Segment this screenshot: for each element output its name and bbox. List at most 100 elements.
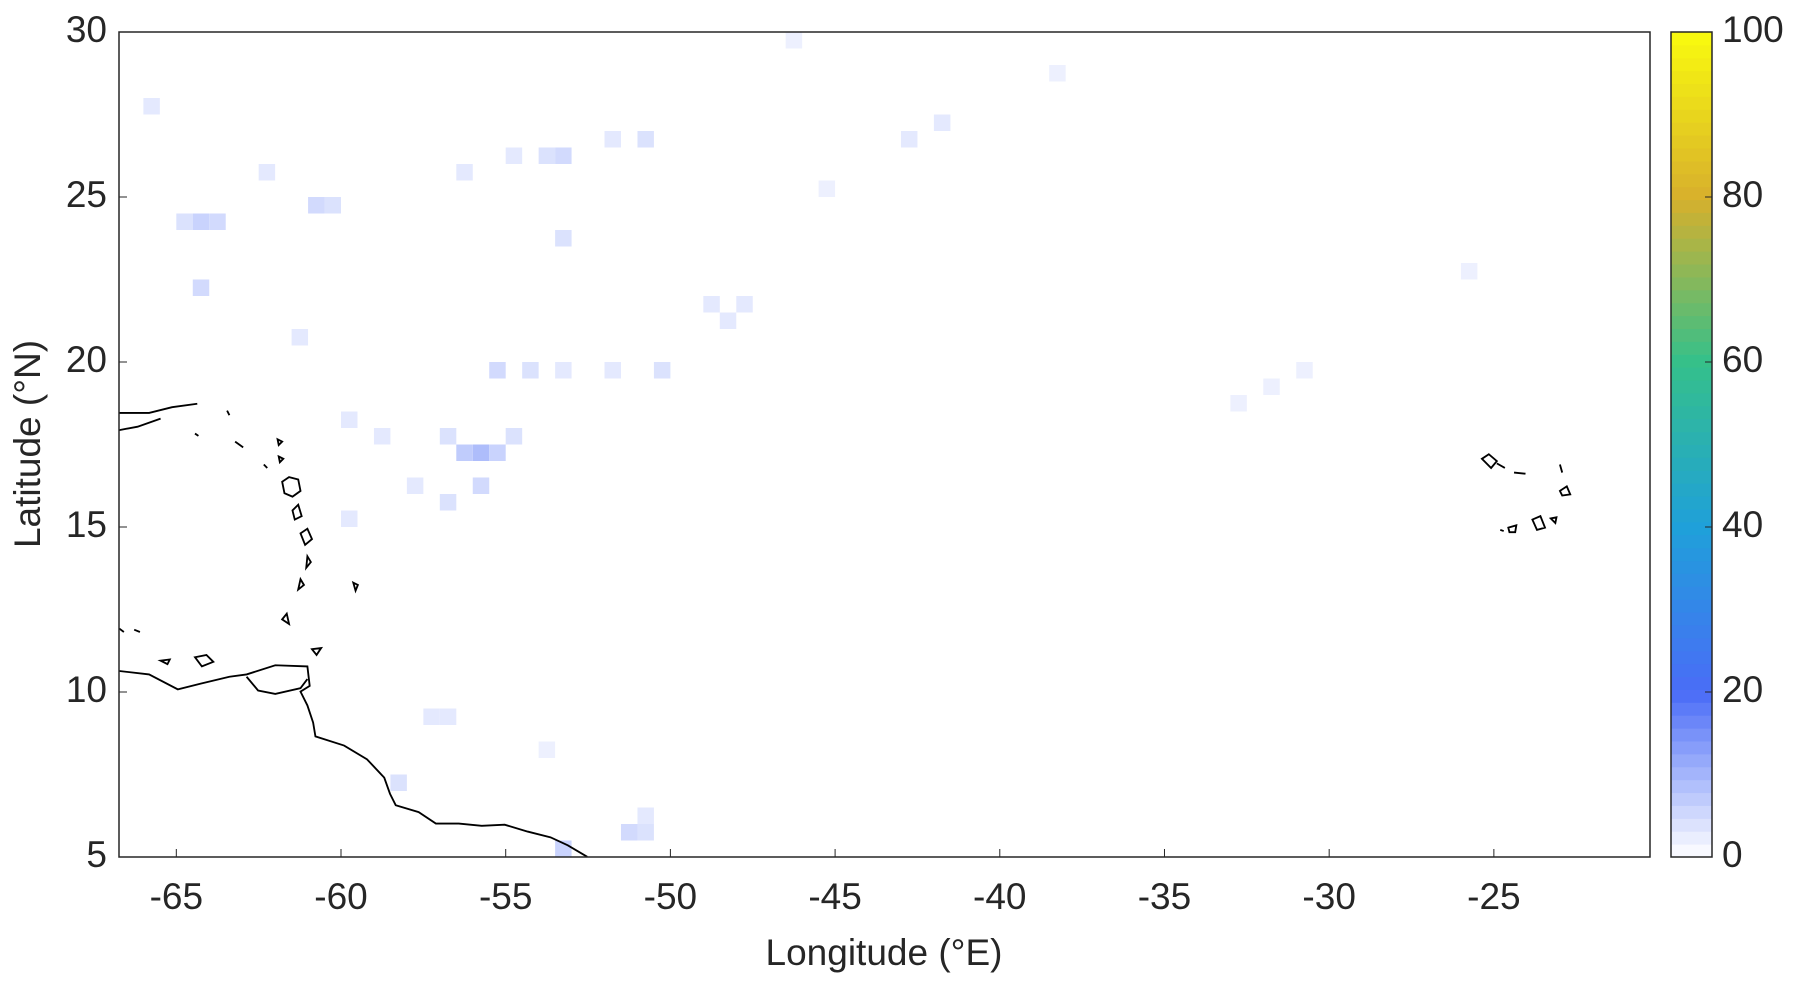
y-tick-label: 30 [66,9,107,50]
cell [719,312,737,329]
cell [538,741,556,758]
colorbar-tick-label: 20 [1722,669,1763,710]
cell [439,494,457,511]
colorbar-swatch [1671,405,1712,420]
cell [555,147,572,164]
cell [373,428,391,445]
colorbar-swatch [1671,496,1712,510]
plot-frame [118,31,1651,858]
cell [258,164,276,181]
cell [637,807,654,824]
cell [192,213,210,230]
colorbar-swatch [1671,109,1712,123]
colorbar-swatch [1671,586,1712,600]
colorbar-swatch [1671,160,1712,175]
colorbar-swatch [1671,534,1712,549]
colorbar-swatch [1671,225,1712,239]
colorbar-swatch [1671,418,1712,433]
cell [143,98,160,115]
cell [439,428,457,445]
colorbar-swatch [1671,457,1712,471]
cell [1460,263,1478,280]
colorbar-tick-label: 60 [1722,339,1763,380]
cell [1049,65,1066,82]
cell [472,444,490,461]
cell [505,428,523,445]
cell [291,329,309,346]
cell [489,362,506,379]
cell [637,824,654,841]
colorbar-tick-label: 0 [1722,834,1743,875]
colorbar-swatch [1671,483,1712,497]
colorbar-swatch [1671,289,1712,304]
cell [604,131,621,148]
colorbar-swatch [1671,135,1712,149]
colorbar-swatch [1671,392,1712,407]
colorbar-tick-label: 80 [1722,174,1763,215]
cell [341,510,358,527]
colorbar-swatch [1671,547,1712,562]
y-tick-label: 10 [66,669,107,710]
colorbar-swatch [1671,251,1712,265]
cell [456,164,473,181]
cell [489,444,506,461]
cell [1296,362,1313,379]
cell [192,279,210,296]
cell [439,708,457,725]
colorbar-swatch [1671,367,1712,381]
colorbar-swatch [1671,238,1712,252]
x-tick-label: -35 [1138,876,1191,917]
colorbar-swatch [1671,844,1712,858]
colorbar-swatch [1671,341,1712,355]
cell [637,131,654,148]
colorbar-swatch [1671,612,1712,626]
cell [176,213,193,230]
colorbar-swatch [1671,676,1712,690]
colorbar-swatch [1671,32,1712,46]
colorbar-swatch [1671,818,1712,832]
x-tick-label: -30 [1302,876,1355,917]
colorbar-swatch [1671,148,1712,162]
colorbar-swatch [1671,702,1712,716]
colorbar-swatch [1671,444,1712,458]
colorbar-swatch [1671,573,1712,587]
colorbar-swatch [1671,792,1712,806]
cell [555,230,572,247]
cell [736,296,753,313]
colorbar-swatch [1671,212,1712,226]
cell [620,824,638,841]
cell [472,477,490,494]
colorbar-swatch [1671,264,1712,278]
colorbar-swatch [1671,715,1712,729]
colorbar-swatch [1671,650,1712,665]
colorbar-swatch [1671,805,1712,819]
cell [933,114,951,131]
coastlines [118,402,1572,858]
colorbar-swatch [1671,431,1712,445]
colorbar-swatch [1671,470,1712,484]
cell [423,708,440,725]
colorbar-swatch [1671,753,1712,768]
colorbar-swatch [1671,315,1712,329]
colorbar-swatch [1671,508,1712,523]
colorbar-swatch [1671,70,1712,85]
colorbar-swatch [1671,173,1712,188]
cell [209,213,226,230]
colorbar-swatch [1671,831,1712,845]
cell [653,362,671,379]
colorbar-swatch [1671,57,1712,72]
x-tick-label: -45 [808,876,861,917]
x-tick-label: -40 [973,876,1026,917]
colorbar-swatch [1671,276,1712,291]
colorbar-swatch [1671,83,1712,97]
cell [456,444,473,461]
x-tick-label: -25 [1467,876,1520,917]
cell [522,362,539,379]
colorbar-swatch [1671,96,1712,110]
colorbar-swatch [1671,199,1712,213]
colorbar-swatch [1671,302,1712,317]
cell [818,180,836,197]
colorbar-frame [1670,31,1713,858]
colorbar: 0 20 40 60 80 100 [1670,9,1784,875]
colorbar-swatch [1671,740,1712,755]
